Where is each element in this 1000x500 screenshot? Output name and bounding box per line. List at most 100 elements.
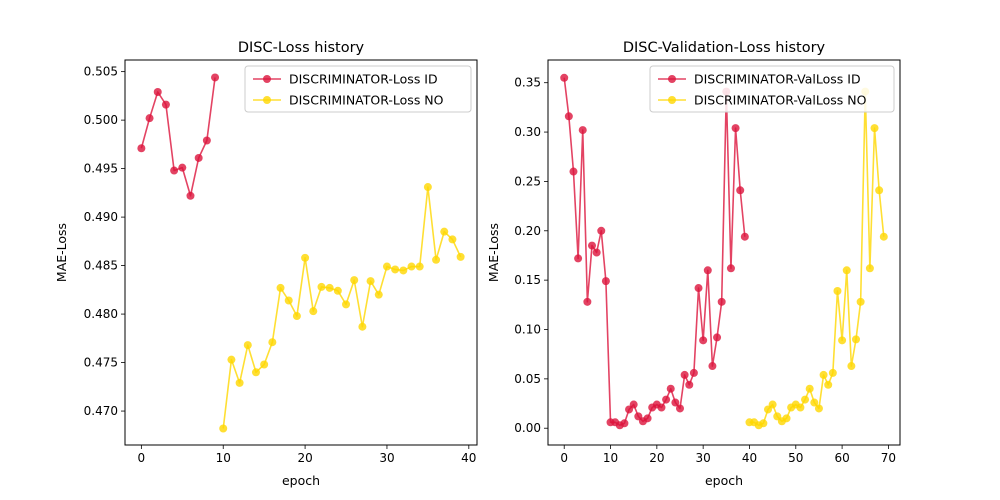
data-point bbox=[423, 183, 432, 192]
chart-title: DISC-Loss history bbox=[238, 40, 365, 56]
data-point bbox=[153, 88, 162, 97]
data-point bbox=[676, 404, 684, 413]
legend-box bbox=[649, 65, 895, 113]
y-tick-label: 0.490 bbox=[84, 210, 118, 224]
data-point bbox=[309, 307, 318, 316]
data-point bbox=[847, 362, 856, 371]
data-point bbox=[170, 166, 179, 175]
x-axis-label: epoch bbox=[705, 473, 743, 488]
data-point bbox=[657, 403, 666, 412]
data-point bbox=[382, 262, 391, 271]
data-point bbox=[838, 336, 847, 345]
data-point bbox=[178, 163, 187, 172]
data-point bbox=[560, 73, 569, 82]
y-tick-label: 0.495 bbox=[84, 162, 118, 176]
data-point bbox=[740, 232, 749, 241]
legend-label: DISCRIMINATOR-ValLoss NO bbox=[694, 93, 867, 108]
y-tick-label: 0.10 bbox=[514, 323, 541, 337]
data-point bbox=[456, 252, 465, 261]
legend: DISCRIMINATOR-Loss ID DISCRIMINATOR-Loss … bbox=[244, 65, 472, 113]
series-2 bbox=[219, 183, 465, 433]
data-point bbox=[870, 124, 879, 133]
y-axis-label: MAE-Loss bbox=[54, 223, 69, 282]
x-tick-label: 30 bbox=[696, 451, 711, 465]
y-tick-label: 0.05 bbox=[514, 372, 541, 386]
data-point bbox=[865, 264, 874, 273]
validation-loss-history-panel: DISC-Validation-Loss history 0 10 20 30 40 50 6… bbox=[486, 40, 901, 488]
plot-frame bbox=[547, 59, 901, 446]
data-point bbox=[717, 297, 726, 306]
y-tick-label: 0.20 bbox=[514, 224, 541, 238]
legend-marker bbox=[668, 96, 676, 104]
data-point bbox=[601, 277, 610, 286]
data-point bbox=[689, 368, 698, 377]
data-point bbox=[694, 284, 703, 293]
y-tick-label: 0.480 bbox=[84, 307, 118, 321]
data-point bbox=[292, 312, 301, 321]
data-point bbox=[235, 378, 244, 387]
data-point bbox=[366, 277, 375, 286]
y-tick-label: 0.475 bbox=[84, 356, 118, 370]
data-point bbox=[211, 73, 220, 82]
x-tick-label: 50 bbox=[788, 451, 803, 465]
data-point bbox=[643, 414, 652, 423]
data-point bbox=[856, 297, 865, 306]
data-point bbox=[227, 355, 236, 364]
data-point bbox=[440, 227, 449, 236]
data-point bbox=[569, 167, 578, 176]
data-point bbox=[399, 266, 408, 275]
data-point bbox=[251, 368, 260, 377]
data-point bbox=[301, 253, 310, 262]
y-tick-label: 0.505 bbox=[84, 65, 118, 79]
data-point bbox=[768, 400, 777, 409]
data-point bbox=[805, 384, 814, 393]
y-axis-label: MAE-Loss bbox=[486, 223, 501, 282]
data-point bbox=[317, 282, 326, 291]
data-point bbox=[671, 398, 680, 407]
data-point bbox=[243, 341, 252, 350]
data-point bbox=[796, 403, 805, 412]
data-point bbox=[583, 297, 592, 306]
data-point bbox=[592, 248, 601, 257]
data-point bbox=[374, 290, 383, 299]
data-point bbox=[842, 266, 851, 275]
data-point bbox=[708, 362, 717, 371]
x-tick-label: 30 bbox=[379, 451, 394, 465]
legend-label: DISCRIMINATOR-Loss ID bbox=[289, 72, 438, 87]
legend-label: DISCRIMINATOR-ValLoss ID bbox=[694, 72, 861, 87]
data-point bbox=[666, 384, 675, 393]
data-point bbox=[342, 300, 351, 309]
data-point bbox=[731, 124, 740, 133]
data-point bbox=[662, 395, 671, 404]
data-point bbox=[597, 226, 606, 235]
series-1 bbox=[137, 73, 220, 200]
data-point bbox=[391, 265, 400, 274]
loss-history-panel: DISC-Loss history 0 10 20 30 40 0.470 0.475 0.48… bbox=[54, 40, 478, 488]
data-point bbox=[726, 264, 735, 273]
x-tick-label: 0 bbox=[138, 451, 146, 465]
data-point bbox=[620, 419, 629, 428]
data-point bbox=[284, 296, 293, 305]
chart-title: DISC-Validation-Loss history bbox=[623, 40, 826, 56]
x-tick-label: 70 bbox=[881, 451, 896, 465]
y-tick-label: 0.500 bbox=[84, 113, 118, 127]
data-point bbox=[824, 380, 833, 389]
y-tick-label: 0.485 bbox=[84, 259, 118, 273]
y-tick-label: 0.470 bbox=[84, 404, 118, 418]
y-tick-label: 0.15 bbox=[514, 273, 541, 287]
series-2 bbox=[745, 87, 888, 430]
series-1 bbox=[560, 73, 749, 430]
data-point bbox=[161, 100, 170, 109]
data-point bbox=[137, 144, 146, 153]
data-point bbox=[574, 254, 583, 263]
legend-marker bbox=[263, 96, 271, 104]
data-point bbox=[260, 360, 269, 369]
x-tick-label: 0 bbox=[560, 451, 568, 465]
data-point bbox=[629, 400, 638, 409]
data-point bbox=[736, 186, 745, 195]
data-point bbox=[759, 419, 768, 428]
data-point bbox=[578, 126, 587, 135]
x-tick-label: 20 bbox=[297, 451, 312, 465]
data-point bbox=[833, 287, 842, 295]
